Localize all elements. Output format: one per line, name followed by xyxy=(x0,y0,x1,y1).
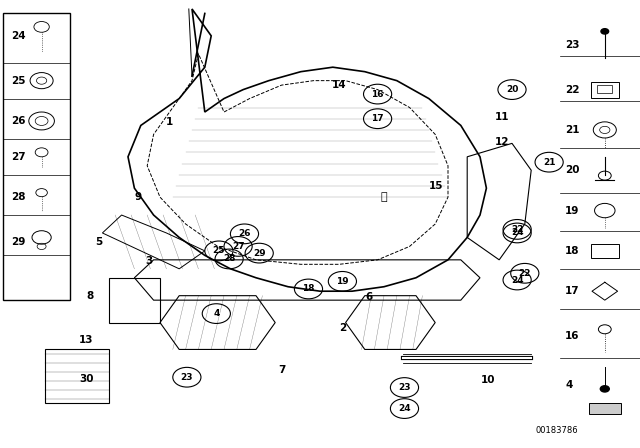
Text: 19: 19 xyxy=(565,206,579,215)
Bar xyxy=(591,244,619,258)
Text: 17: 17 xyxy=(371,114,384,123)
Text: 28: 28 xyxy=(12,192,26,202)
Text: 23: 23 xyxy=(398,383,411,392)
Text: 24: 24 xyxy=(12,31,26,41)
Text: 7: 7 xyxy=(278,365,285,375)
Text: 28: 28 xyxy=(223,254,236,263)
Bar xyxy=(597,85,612,93)
Text: 21: 21 xyxy=(543,158,556,167)
Bar xyxy=(589,403,621,414)
Text: 3: 3 xyxy=(145,256,152,266)
Text: 24: 24 xyxy=(511,276,524,284)
Text: 12: 12 xyxy=(495,138,509,147)
Text: 27: 27 xyxy=(12,152,26,162)
Text: 25: 25 xyxy=(212,246,225,255)
Bar xyxy=(591,82,619,98)
Text: 22: 22 xyxy=(518,269,531,278)
Circle shape xyxy=(601,29,609,34)
Text: 9: 9 xyxy=(134,192,141,202)
Text: 10: 10 xyxy=(481,375,495,385)
Text: 18: 18 xyxy=(302,284,315,293)
Text: 19: 19 xyxy=(336,277,349,286)
Text: 8: 8 xyxy=(86,291,93,301)
Circle shape xyxy=(600,386,609,392)
Text: 4: 4 xyxy=(565,380,573,390)
Text: 23: 23 xyxy=(565,40,580,50)
Text: 4: 4 xyxy=(213,309,220,318)
Text: 11: 11 xyxy=(495,112,509,122)
Text: 22: 22 xyxy=(511,225,524,234)
Text: 30: 30 xyxy=(79,374,93,383)
Text: 21: 21 xyxy=(565,125,580,135)
Text: 26: 26 xyxy=(238,229,251,238)
Text: 17: 17 xyxy=(565,286,580,296)
Text: 16: 16 xyxy=(565,331,580,341)
Text: 2: 2 xyxy=(339,323,346,333)
Text: 24: 24 xyxy=(398,404,411,413)
Text: 16: 16 xyxy=(371,90,384,99)
Text: 00183786: 00183786 xyxy=(536,426,578,435)
Text: 26: 26 xyxy=(12,116,26,126)
FancyBboxPatch shape xyxy=(3,13,70,300)
Text: 18: 18 xyxy=(565,246,580,256)
Text: 23: 23 xyxy=(180,373,193,382)
Text: 25: 25 xyxy=(12,76,26,86)
Text: 22: 22 xyxy=(565,85,580,95)
Text: 5: 5 xyxy=(95,237,103,247)
Text: 20: 20 xyxy=(565,165,580,175)
Text: 29: 29 xyxy=(12,237,26,247)
Text: 15: 15 xyxy=(429,181,444,191)
Text: 20: 20 xyxy=(506,85,518,94)
Text: 24: 24 xyxy=(511,228,524,237)
Text: 13: 13 xyxy=(79,336,93,345)
Text: Ⓒ: Ⓒ xyxy=(381,192,387,202)
Text: 6: 6 xyxy=(365,292,372,302)
Text: 27: 27 xyxy=(232,242,244,251)
Text: 14: 14 xyxy=(332,80,346,90)
Text: 1: 1 xyxy=(166,117,173,127)
Text: 29: 29 xyxy=(253,249,266,258)
